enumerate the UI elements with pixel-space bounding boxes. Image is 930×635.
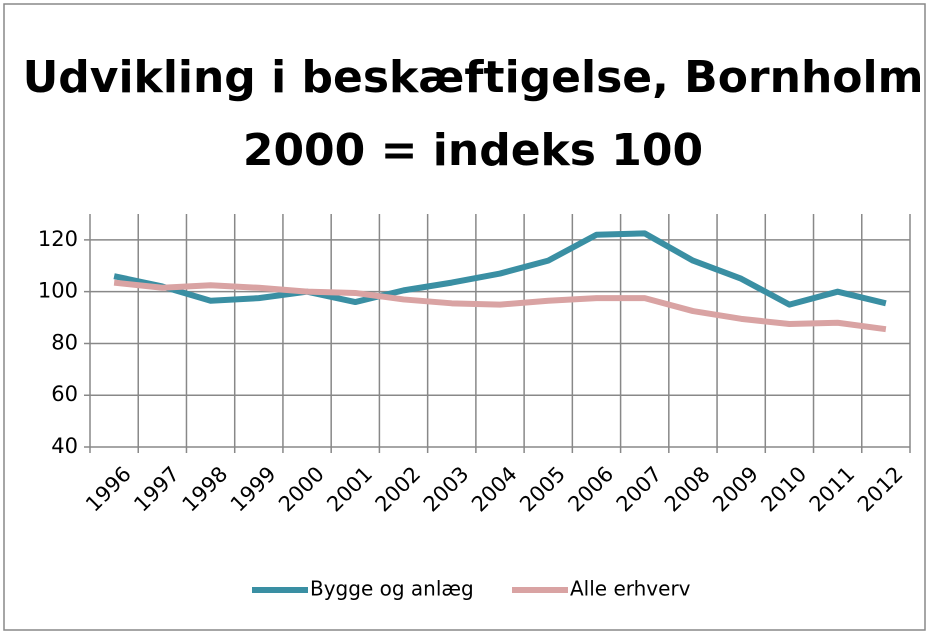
y-tick-label: 40 [51,434,78,458]
chart-subtitle: 2000 = indeks 100 [243,125,703,176]
series-line [113,279,887,333]
legend-label: Bygge og anlæg [310,577,474,601]
y-tick-label: 60 [51,382,78,406]
y-tick-label: 100 [38,279,78,303]
chart-title: Udvikling i beskæftigelse, Bornholm [23,52,924,103]
chart-border [3,3,926,631]
y-tick-label: 120 [38,227,78,251]
y-tick-label: 80 [51,330,78,354]
legend-label: Alle erhverv [570,577,691,601]
series-line [113,230,887,308]
